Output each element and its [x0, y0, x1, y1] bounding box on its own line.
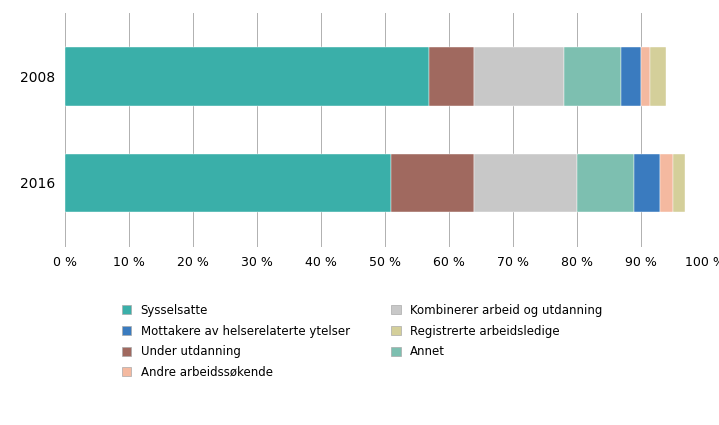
Bar — [475, 153, 577, 212]
Bar — [65, 47, 429, 106]
Bar — [391, 153, 475, 212]
Bar — [660, 153, 673, 212]
Bar — [673, 153, 685, 212]
Bar — [429, 47, 475, 106]
Bar — [577, 153, 634, 212]
Bar — [641, 47, 650, 106]
Legend: Sysselsatte, Mottakere av helserelaterte ytelser, Under utdanning, Andre arbeids: Sysselsatte, Mottakere av helserelaterte… — [122, 304, 603, 379]
Bar — [65, 153, 391, 212]
Bar — [650, 47, 667, 106]
Bar — [634, 153, 660, 212]
Bar — [621, 47, 641, 106]
Bar — [564, 47, 621, 106]
Bar — [475, 47, 564, 106]
